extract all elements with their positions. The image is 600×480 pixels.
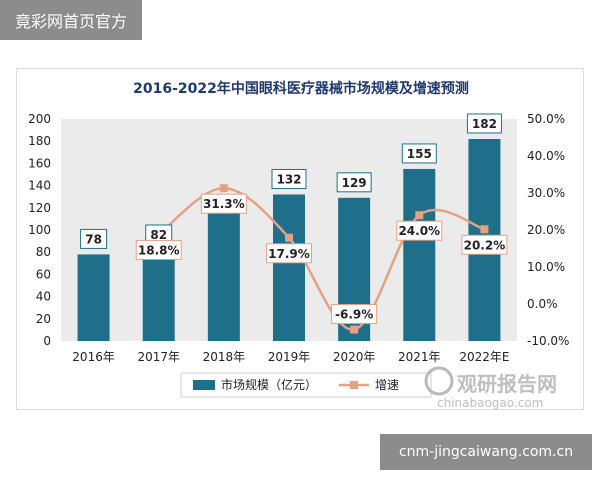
y-left-tick-label: 20 xyxy=(36,312,51,326)
y-left-tick-label: 40 xyxy=(36,290,51,304)
growth-label-box xyxy=(461,234,508,255)
x-tick-label: 2022年E xyxy=(459,350,509,364)
x-tick-label: 2020年 xyxy=(333,350,376,364)
growth-value-label: 24.0% xyxy=(398,224,440,238)
bar-label-box xyxy=(336,172,372,193)
line-point xyxy=(415,211,424,220)
growth-value-label: 17.9% xyxy=(268,247,310,261)
legend-line-marker xyxy=(350,381,358,389)
watermark-site: chinabaogao.com xyxy=(437,396,543,410)
growth-value-label: 20.2% xyxy=(464,238,506,252)
legend-bar-label: 市场规模（亿元） xyxy=(221,377,317,392)
watermark-logo-icon xyxy=(424,366,454,396)
x-tick-label: 2016年 xyxy=(72,350,115,364)
y-right-tick-label: 50.0% xyxy=(527,112,565,126)
chart-legend: 市场规模（亿元） 增速 xyxy=(180,372,432,398)
y-right-tick-label: 40.0% xyxy=(527,149,565,163)
growth-label-box xyxy=(331,304,378,325)
bar-value-label: 82 xyxy=(150,228,167,242)
growth-value-label: 31.3% xyxy=(203,197,245,211)
bar-value-label: 132 xyxy=(276,172,301,186)
x-tick-label: 2017年 xyxy=(137,350,180,364)
growth-value-label: 18.8% xyxy=(138,243,180,257)
y-right-tick-label: -10.0% xyxy=(527,334,569,348)
y-left-tick-label: 60 xyxy=(36,267,51,281)
growth-label-box xyxy=(200,193,247,214)
domain-badge[interactable]: cnm-jingcaiwang.com.cn xyxy=(380,434,592,470)
site-title-badge[interactable]: 竟彩网首页官方 xyxy=(0,0,142,40)
legend-line-label: 增速 xyxy=(375,378,399,392)
bar xyxy=(403,168,436,341)
y-left-tick-label: 120 xyxy=(28,201,51,215)
line-point xyxy=(480,225,489,234)
bar xyxy=(273,194,305,341)
legend-bar-swatch xyxy=(193,380,215,390)
chart-card: 2016-2022年中国眼科医疗器械市场规模及增速预测 0 20 40 60 80 100… xyxy=(16,68,584,410)
y-left-tick-label: 0 xyxy=(43,334,51,348)
bar-label-box xyxy=(466,113,502,134)
growth-label-box xyxy=(396,220,443,241)
y-right-tick-label: 0.0% xyxy=(527,297,558,311)
chart-title: 2016-2022年中国眼科医疗器械市场规模及增速预测 xyxy=(133,80,469,97)
line-point xyxy=(350,325,359,334)
plot-area: 0 20 40 60 80 100 120 140 160 180 200 -10.0% 0.0% 10.… xyxy=(28,112,569,364)
y-right-tick-label: 10.0% xyxy=(527,260,565,274)
y-right-tick-label: 20.0% xyxy=(527,223,565,237)
line-point xyxy=(219,184,228,193)
y-left-tick-label: 180 xyxy=(28,134,51,148)
growth-value-label: -6.9% xyxy=(335,308,373,322)
y-left-tick-label: 80 xyxy=(36,245,51,259)
x-tick-label: 2018年 xyxy=(203,350,246,364)
bar xyxy=(142,249,175,341)
line-point xyxy=(285,233,293,242)
bar-value-label: 129 xyxy=(342,176,367,190)
bar xyxy=(77,254,110,341)
bar-value-label: 78 xyxy=(85,232,102,246)
bar-value-label: 182 xyxy=(472,117,497,131)
legend-box xyxy=(180,372,432,398)
watermark-brand: 观研报告网 xyxy=(457,372,557,396)
bar-label-box xyxy=(80,228,108,249)
y-left-tick-label: 200 xyxy=(28,112,51,126)
bar-label-box xyxy=(271,168,307,189)
bar-label-box xyxy=(401,143,437,164)
y-left-tick-label: 100 xyxy=(28,223,51,237)
growth-label-box xyxy=(135,239,182,260)
bar-value-label: 155 xyxy=(407,147,432,161)
market-size-chart: 2016-2022年中国眼科医疗器械市场规模及增速预测 0 20 40 60 80 100… xyxy=(28,80,569,410)
bar xyxy=(207,212,240,341)
y-left-tick-label: 160 xyxy=(28,156,51,170)
growth-label-box xyxy=(266,243,312,264)
x-tick-label: 2019年 xyxy=(268,350,311,364)
y-right-tick-label: 30.0% xyxy=(527,186,565,200)
y-left-tick-label: 140 xyxy=(28,179,51,193)
x-tick-label: 2021年 xyxy=(398,350,441,364)
